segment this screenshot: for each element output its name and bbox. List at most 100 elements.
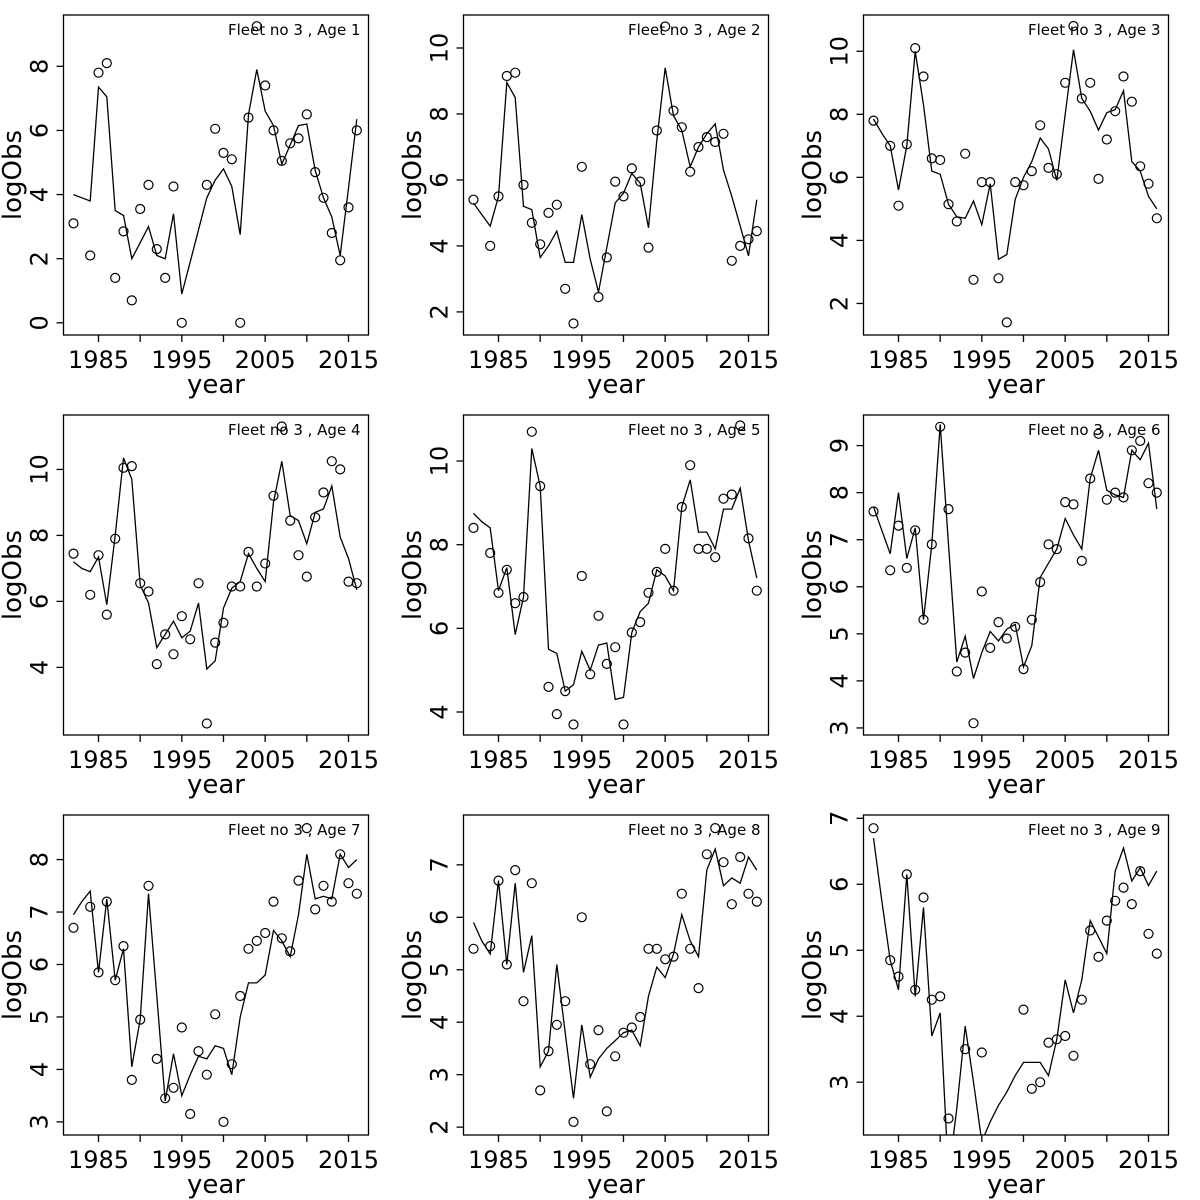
obs-point [1151,948,1162,959]
obs-point [1126,96,1137,107]
chart-panel-age-4: 1985 1995 2005 2015 4 6 8 10 year logObs Fleet no … [0,400,400,800]
obs-point [868,115,879,126]
obs-point [285,946,296,957]
obs-point [610,1051,621,1062]
obs-point [543,207,554,218]
obs-point [1118,492,1129,503]
x-tick-label: 2015 [1118,346,1179,374]
obs-point [551,709,562,720]
obs-point [235,317,246,328]
obs-point [676,501,687,513]
x-tick-label: 1985 [468,1146,529,1174]
obs-point [501,959,512,970]
y-tick-label: 8 [826,107,854,122]
obs-point [751,896,762,907]
obs-point [501,70,512,82]
obs-point [968,274,979,285]
obs-point [601,252,612,263]
y-tick-label: 7 [426,857,454,872]
obs-point [618,719,629,730]
y-tick-label: 2 [26,251,54,266]
obs-point [335,849,346,860]
obs-point [535,480,546,492]
obs-point [251,21,262,32]
x-tick-label: 1995 [951,746,1012,774]
obs-point [276,155,287,166]
y-axis-title: logObs [800,130,828,220]
obs-point [910,984,921,995]
obs-point [176,317,187,328]
obs-point [710,823,721,834]
y-tick-label: 7 [826,532,854,547]
x-tick-label: 1985 [468,346,529,374]
obs-point [551,1019,562,1030]
chart-svg-age-4: 1985 1995 2005 2015 4 6 8 10 year logObs Fleet no … [0,414,379,800]
obs-point [110,975,121,986]
obs-point [135,1014,146,1025]
obs-point [260,558,271,569]
y-axis-title: logObs [400,930,428,1020]
y-tick-label: 7 [826,811,854,826]
obs-point [518,179,529,190]
plot-box [62,14,370,336]
obs-point [326,227,337,239]
observed-points [868,823,1162,1124]
obs-point [160,1093,171,1104]
obs-point [1135,865,1146,877]
obs-point [485,240,496,251]
obs-point [68,218,79,229]
y-axis-title: logObs [400,130,428,220]
obs-point [1010,621,1021,632]
obs-point [226,154,237,165]
obs-point [1101,494,1112,505]
obs-point [510,598,521,609]
obs-point [1110,487,1121,498]
fitted-line [872,838,1158,1135]
obs-point [693,543,704,554]
plot-box [862,414,1170,736]
y-tick-label: 6 [826,579,854,594]
obs-point [318,880,329,891]
obs-point [68,922,79,933]
obs-point [618,191,629,202]
obs-point [901,869,912,880]
obs-point [193,578,204,589]
obs-point [351,578,362,589]
obs-point [568,719,579,730]
obs-point [718,128,729,139]
obs-point [226,581,237,592]
y-axis-title: logObs [800,530,828,620]
panel-title: Fleet no 3 , Age 8 [628,821,761,839]
obs-point [510,67,521,78]
obs-point [568,1116,579,1127]
obs-point [1101,915,1112,926]
obs-point [1135,161,1146,172]
x-tick-label: 2015 [318,346,379,374]
obs-point [951,216,962,227]
y-tick-label: 4 [826,233,854,248]
obs-point [601,658,612,669]
obs-point [518,591,529,603]
obs-point [1143,928,1154,939]
obs-point [893,971,904,982]
obs-point [85,589,96,600]
obs-point [585,1059,596,1070]
obs-point [976,177,987,188]
obs-point [143,586,154,597]
obs-point [185,634,196,645]
obs-point [518,996,529,1007]
y-tick-label: 8 [26,852,54,867]
x-tick-label: 2015 [718,746,779,774]
obs-point [651,566,662,577]
obs-point [301,823,312,834]
obs-point [310,167,321,178]
obs-point [268,490,279,501]
obs-point [468,522,479,534]
y-tick-label: 4 [26,660,54,675]
panel-title: Fleet no 3 , Age 1 [228,21,361,39]
obs-point [576,570,587,582]
x-tick-label: 1995 [951,346,1012,374]
obs-point [326,456,337,467]
y-tick-label: 10 [826,36,854,67]
y-axis-title: logObs [0,530,28,620]
